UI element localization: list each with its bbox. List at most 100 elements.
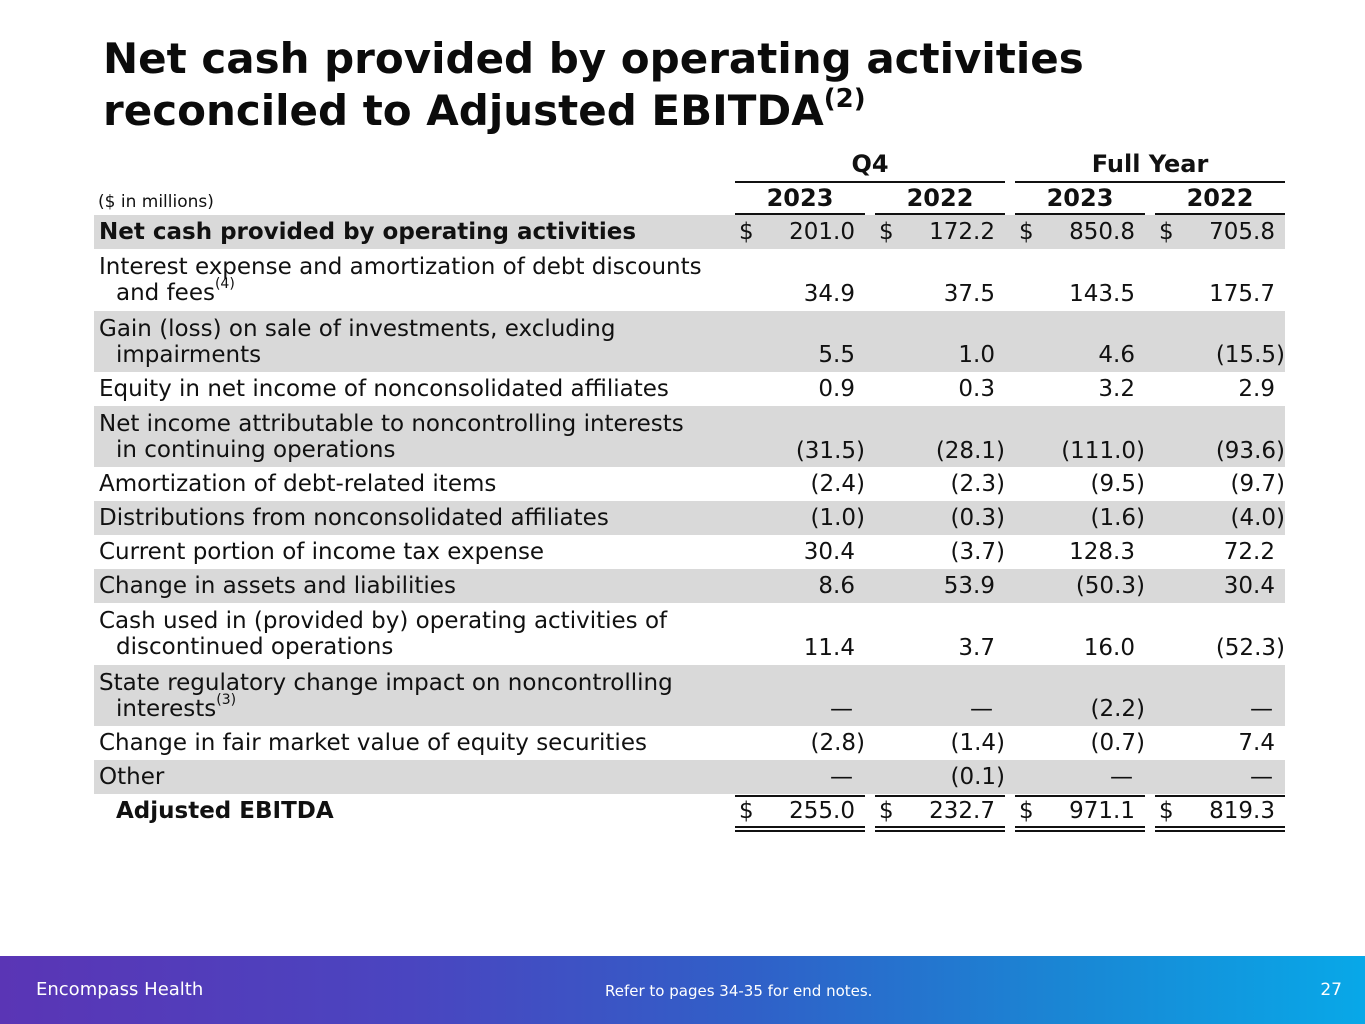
row-label-text: Current portion of income tax expense bbox=[99, 539, 545, 565]
header-year-q4-2023: 2023 bbox=[735, 184, 865, 215]
title-footnote: (2) bbox=[823, 84, 866, 114]
value-cell: 11.4 bbox=[735, 635, 865, 661]
cell-value: — bbox=[1110, 764, 1133, 790]
value-cell: (9.5) bbox=[1015, 471, 1145, 497]
value-cell: 0.3 bbox=[875, 376, 1005, 402]
currency-symbol: $ bbox=[1159, 798, 1174, 824]
total-double-rule bbox=[735, 826, 865, 832]
currency-symbol: $ bbox=[739, 798, 754, 824]
total-double-rule bbox=[1155, 826, 1285, 832]
cell-value: 201.0 bbox=[789, 219, 855, 245]
value-cell: — bbox=[1155, 696, 1285, 722]
row-label-line2: and fees bbox=[116, 280, 215, 306]
row-label: Other bbox=[99, 764, 164, 790]
table-row-interest-expense: Interest expense and amortization of deb… bbox=[94, 249, 1285, 311]
row-label-line1: Gain (loss) on sale of investments, excl… bbox=[99, 316, 616, 342]
table-row-gain-loss-investments: Gain (loss) on sale of investments, excl… bbox=[94, 311, 1285, 372]
cell-value: (31.5) bbox=[795, 438, 865, 464]
value-cell: — bbox=[1155, 764, 1285, 790]
row-label-text: Other bbox=[99, 764, 165, 790]
value-cell: 128.3 bbox=[1015, 539, 1145, 565]
value-cell: (0.1) bbox=[875, 764, 1005, 790]
currency-symbol: $ bbox=[1019, 798, 1034, 824]
currency-symbol: $ bbox=[739, 219, 754, 245]
value-cell: (93.6) bbox=[1155, 438, 1285, 464]
table-row-state-regulatory: State regulatory change impact on noncon… bbox=[94, 665, 1285, 726]
cell-value: (3.7) bbox=[950, 539, 1005, 565]
company-name: Encompass Health bbox=[36, 979, 204, 1000]
value-cell: 16.0 bbox=[1015, 635, 1145, 661]
row-label: Interest expense and amortization of deb… bbox=[99, 254, 702, 306]
row-label: Distributions from nonconsolidated affil… bbox=[99, 505, 609, 531]
row-label-line2: discontinued operations bbox=[116, 634, 394, 660]
cell-value: (2.2) bbox=[1090, 696, 1145, 722]
cell-value: 34.9 bbox=[803, 281, 855, 307]
subtotal-rule bbox=[1015, 795, 1145, 797]
row-label-line1: Interest expense and amortization of deb… bbox=[99, 254, 702, 280]
value-cell: (2.8) bbox=[735, 730, 865, 756]
value-cell: 34.9 bbox=[735, 281, 865, 307]
row-label: Equity in net income of nonconsolidated … bbox=[99, 376, 669, 402]
row-label: Net income attributable to noncontrollin… bbox=[99, 411, 684, 463]
header-year-fy-2022: 2022 bbox=[1155, 184, 1285, 215]
cell-value: (0.7) bbox=[1090, 730, 1145, 756]
page-title-text: Net cash provided by operating activitie… bbox=[103, 34, 1084, 135]
cell-value: 8.6 bbox=[818, 573, 855, 599]
value-cell: 8.6 bbox=[735, 573, 865, 599]
value-cell: — bbox=[735, 696, 865, 722]
units-label: ($ in millions) bbox=[98, 192, 214, 212]
value-cell: $819.3 bbox=[1155, 798, 1285, 824]
value-cell: 0.9 bbox=[735, 376, 865, 402]
value-cell: $232.7 bbox=[875, 798, 1005, 824]
value-cell: (4.0) bbox=[1155, 505, 1285, 531]
value-cell: (52.3) bbox=[1155, 635, 1285, 661]
table-row-amortization-debt: Amortization of debt-related items bbox=[94, 467, 1285, 501]
currency-symbol: $ bbox=[1159, 219, 1174, 245]
row-label: Net cash provided by operating activitie… bbox=[99, 219, 636, 245]
value-cell: $705.8 bbox=[1155, 219, 1285, 245]
row-label: Gain (loss) on sale of investments, excl… bbox=[99, 316, 615, 368]
cell-value: 2.9 bbox=[1238, 376, 1275, 402]
cell-value: (2.4) bbox=[810, 471, 865, 497]
footnote-marker: (3) bbox=[216, 692, 237, 708]
value-cell: 175.7 bbox=[1155, 281, 1285, 307]
value-cell: (0.3) bbox=[875, 505, 1005, 531]
value-cell: (31.5) bbox=[735, 438, 865, 464]
table-row-net-cash: Net cash provided by operating activitie… bbox=[94, 215, 1285, 249]
cell-value: (93.6) bbox=[1215, 438, 1285, 464]
cell-value: 4.6 bbox=[1098, 342, 1135, 368]
row-label-line2: in continuing operations bbox=[116, 437, 396, 463]
currency-symbol: $ bbox=[879, 798, 894, 824]
table-row-assets-liabilities: Change in assets and liabilities bbox=[94, 569, 1285, 603]
subtotal-rule bbox=[735, 795, 865, 797]
cell-value: (9.7) bbox=[1230, 471, 1285, 497]
value-cell: (15.5) bbox=[1155, 342, 1285, 368]
cell-value: 30.4 bbox=[1223, 573, 1275, 599]
cell-value: 232.7 bbox=[929, 798, 995, 824]
table-row-fair-market-value: Change in fair market value of equity se… bbox=[94, 726, 1285, 760]
row-label: Current portion of income tax expense bbox=[99, 539, 544, 565]
cell-value: 30.4 bbox=[803, 539, 855, 565]
cell-value: (50.3) bbox=[1075, 573, 1145, 599]
cell-value: (9.5) bbox=[1090, 471, 1145, 497]
value-cell: (0.7) bbox=[1015, 730, 1145, 756]
header-year-fy-2023: 2023 bbox=[1015, 184, 1145, 215]
value-cell: — bbox=[875, 696, 1005, 722]
cell-value: (28.1) bbox=[935, 438, 1005, 464]
value-cell: 4.6 bbox=[1015, 342, 1145, 368]
cell-value: (15.5) bbox=[1215, 342, 1285, 368]
cell-value: 850.8 bbox=[1069, 219, 1135, 245]
cell-value: 72.2 bbox=[1223, 539, 1275, 565]
table-row-equity-net-income: Equity in net income of nonconsolidated … bbox=[94, 372, 1285, 406]
table-row-noncontrolling-interests: Net income attributable to noncontrollin… bbox=[94, 406, 1285, 467]
row-label-text: Change in assets and liabilities bbox=[99, 573, 456, 599]
row-label: Change in fair market value of equity se… bbox=[99, 730, 647, 756]
cell-value: 3.2 bbox=[1098, 376, 1135, 402]
value-cell: $255.0 bbox=[735, 798, 865, 824]
value-cell: — bbox=[1015, 764, 1145, 790]
value-cell: (111.0) bbox=[1015, 438, 1145, 464]
value-cell: 37.5 bbox=[875, 281, 1005, 307]
value-cell: (2.3) bbox=[875, 471, 1005, 497]
cell-value: 128.3 bbox=[1069, 539, 1135, 565]
cell-value: 1.0 bbox=[958, 342, 995, 368]
